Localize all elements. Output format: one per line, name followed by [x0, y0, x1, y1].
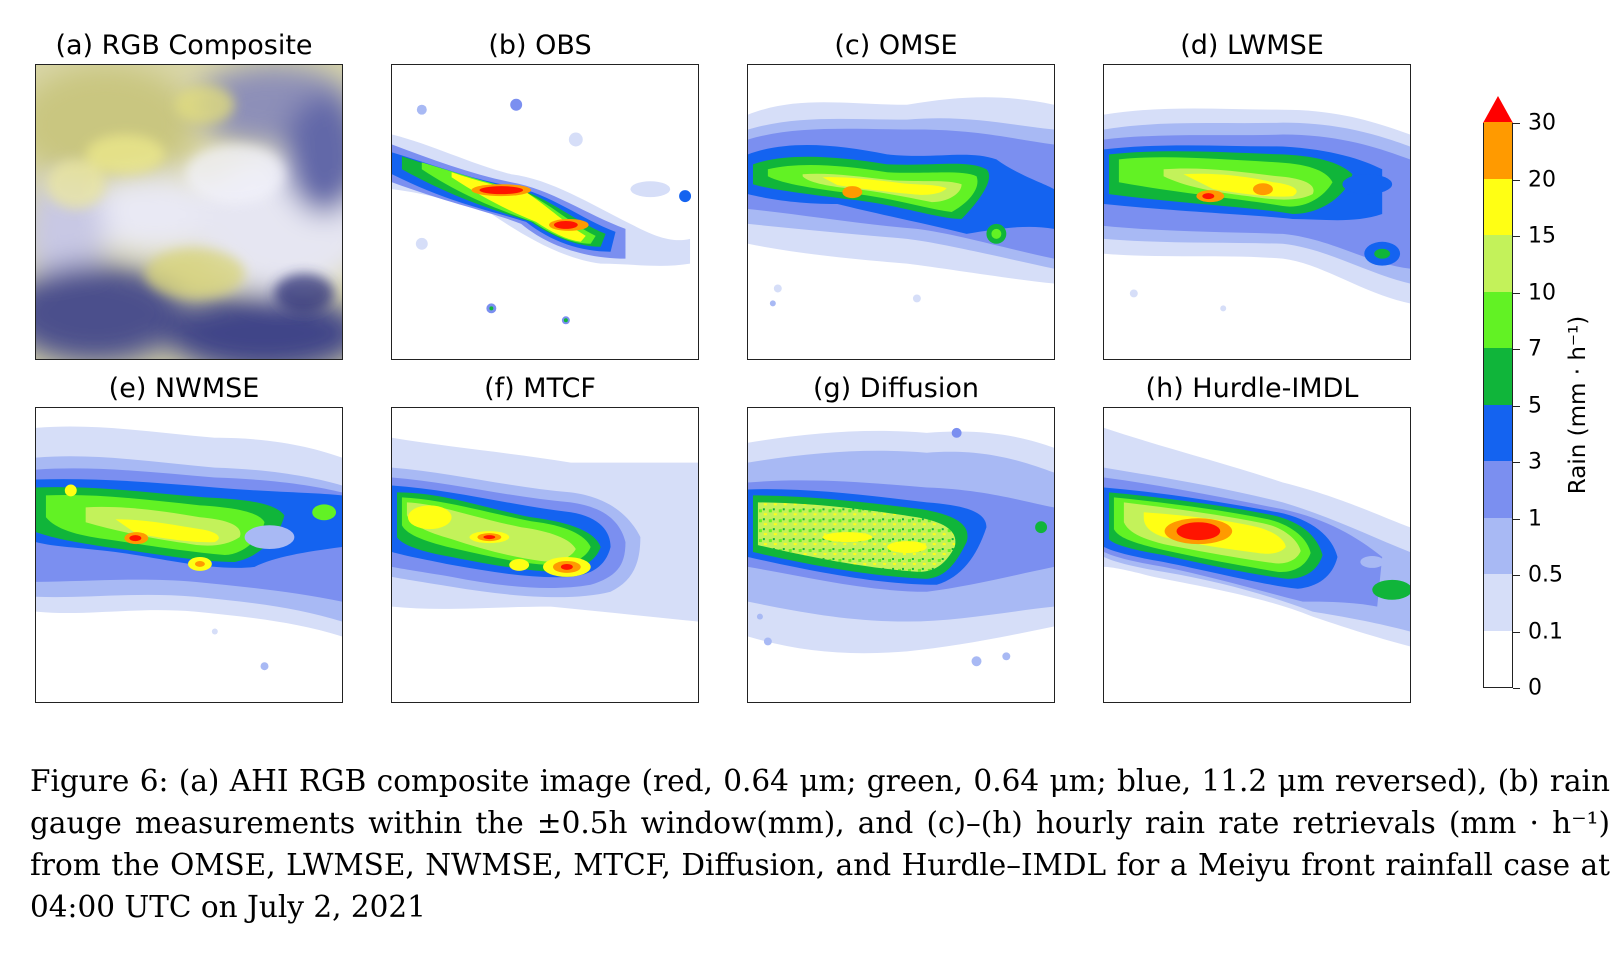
colorbar-tick-mark [1513, 292, 1520, 294]
colorbar-segment [1484, 404, 1512, 461]
colorbar-tick-label: 30 [1528, 110, 1556, 136]
colorbar-tick-mark [1513, 575, 1520, 577]
panel-lwmse [1103, 64, 1411, 360]
caption-text: Figure 6: (a) AHI RGB composite image (r… [30, 764, 1610, 924]
colorbar-tick-label: 0 [1528, 675, 1542, 701]
colorbar-tick-label: 5 [1528, 393, 1542, 418]
figure: (a) RGB Composite (b) OBS (c) OMSE (d) L… [35, 30, 1591, 703]
colorbar-segment [1484, 460, 1512, 518]
colorbar-label: Rain (mm · h⁻¹) [1565, 315, 1591, 495]
colorbar-segment [1484, 517, 1512, 574]
colorbar [1483, 121, 1513, 688]
omse-map [748, 65, 1054, 359]
nwmse-map [36, 408, 342, 702]
panel-hurdle-imdl [1103, 407, 1411, 703]
obs-map [392, 65, 698, 359]
colorbar-segment [1484, 291, 1512, 348]
colorbar-tick-label: 0.1 [1528, 619, 1563, 644]
lwmse-map [1104, 65, 1410, 359]
colorbar-tick-label: 3 [1528, 449, 1542, 475]
figure-caption: Figure 6: (a) AHI RGB composite image (r… [30, 760, 1610, 928]
colorbar-tick-mark [1513, 179, 1520, 181]
colorbar-segment [1484, 178, 1512, 235]
hurdle-imdl-map [1104, 408, 1410, 702]
colorbar-segment [1484, 573, 1512, 631]
colorbar-segment [1484, 121, 1512, 179]
diffusion-map [748, 408, 1054, 702]
panel-obs [391, 64, 699, 360]
colorbar-tick-mark [1513, 688, 1520, 690]
panel-title-f: (f) MTCF [484, 373, 596, 404]
panel-title-g: (g) Diffusion [813, 373, 979, 404]
colorbar-tick-label: 7 [1528, 336, 1542, 362]
colorbar-tick-label: 0.5 [1528, 562, 1563, 588]
colorbar-tick-mark [1513, 236, 1520, 238]
colorbar-tick-label: 15 [1528, 223, 1556, 249]
panel-omse [747, 64, 1055, 360]
colorbar-segment [1484, 347, 1512, 405]
panel-title-e: (e) NWMSE [108, 373, 260, 404]
colorbar-tick-mark [1513, 518, 1520, 520]
colorbar-tick-mark [1513, 349, 1520, 351]
colorbar-tick-mark [1513, 123, 1520, 125]
panel-mtcf [391, 407, 699, 703]
colorbar-segment [1484, 234, 1512, 292]
mtcf-map [392, 408, 698, 702]
colorbar-tick-mark [1513, 405, 1520, 407]
panel-nwmse [35, 407, 343, 703]
panel-title-c: (c) OMSE [834, 30, 958, 61]
rgb-composite-image [36, 65, 342, 359]
colorbar-extend-triangle [1483, 96, 1513, 123]
colorbar-tick-label: 20 [1528, 167, 1556, 192]
panel-title-d: (d) LWMSE [1180, 30, 1324, 61]
panel-title-h: (h) Hurdle-IMDL [1145, 373, 1359, 404]
panel-diffusion [747, 407, 1055, 703]
colorbar-segment [1484, 630, 1512, 687]
colorbar-tick-label: 1 [1528, 506, 1542, 531]
panel-title-a: (a) RGB Composite [55, 30, 313, 61]
panel-title-b: (b) OBS [488, 30, 592, 61]
colorbar-tick-mark [1513, 462, 1520, 464]
colorbar-tick-label: 10 [1528, 280, 1556, 305]
panel-rgb-composite [35, 64, 343, 360]
colorbar-tick-mark [1513, 631, 1520, 633]
